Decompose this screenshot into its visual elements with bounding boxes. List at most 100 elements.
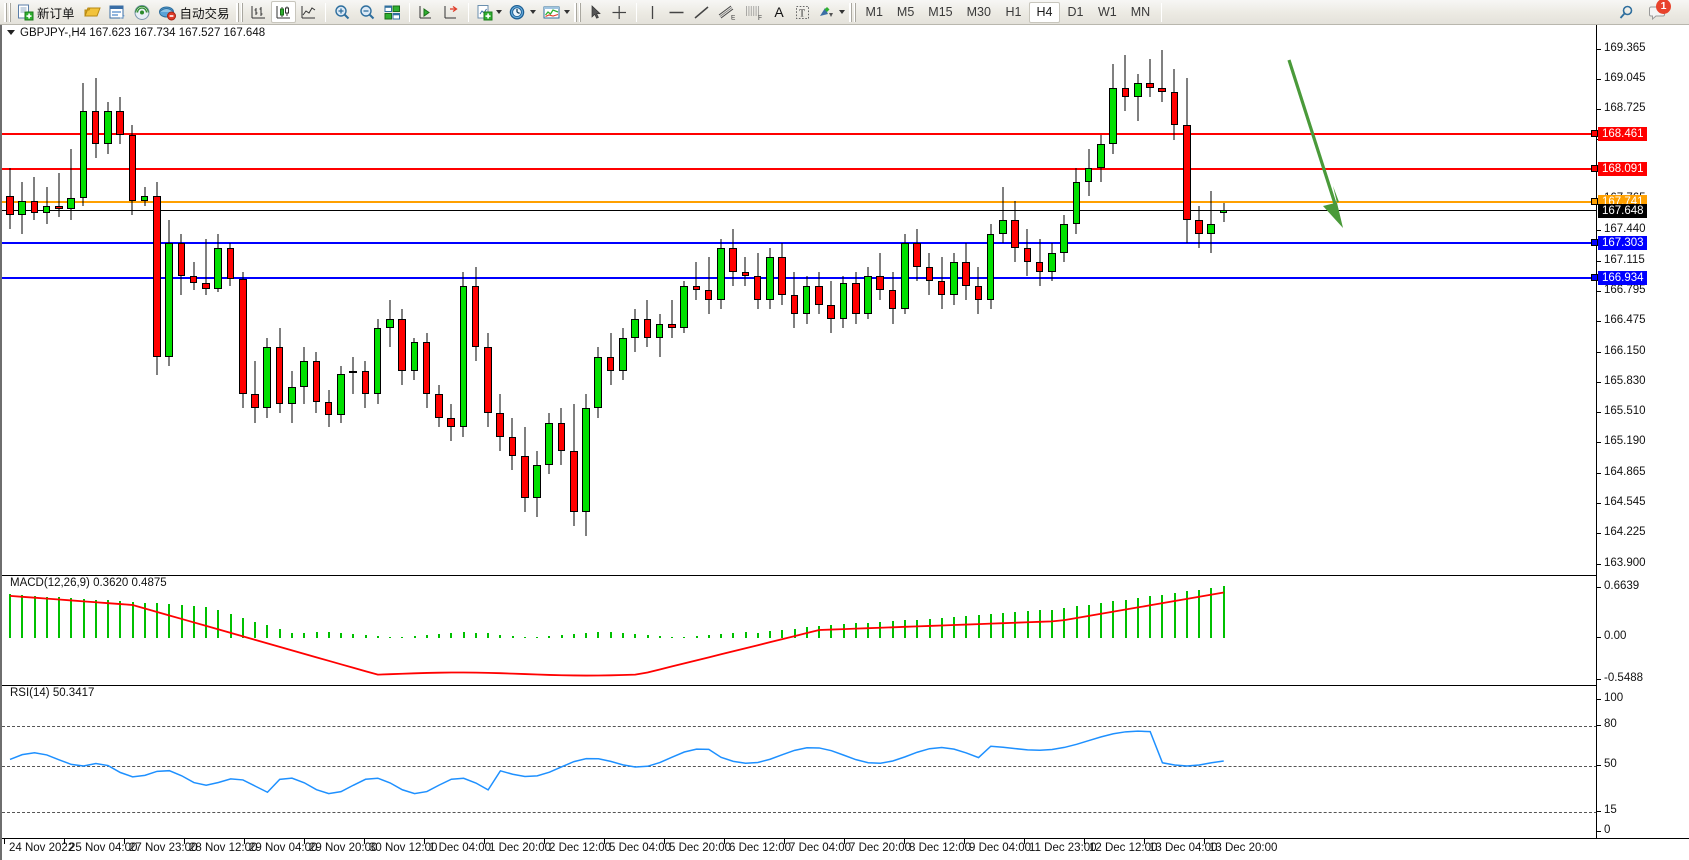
macd-histogram-bar xyxy=(732,632,735,639)
add-indicator-icon xyxy=(477,4,493,20)
candle-body xyxy=(692,285,701,291)
candlestick xyxy=(1035,25,1044,575)
candle-body xyxy=(251,394,259,409)
level-line[interactable] xyxy=(2,200,1597,203)
label-tool[interactable]: T xyxy=(791,1,814,23)
rsi-plot-area[interactable] xyxy=(2,686,1689,838)
trendline-tool[interactable] xyxy=(689,1,714,23)
candle-body xyxy=(913,243,921,267)
macd-histogram-bar xyxy=(21,595,24,639)
level-line[interactable] xyxy=(2,209,1597,211)
candle-body xyxy=(717,248,725,300)
candle-body xyxy=(471,285,480,348)
chart-canvas[interactable]: GBPJPY-,H4 167.623 167.734 167.527 167.6… xyxy=(0,25,1689,860)
templates-dropdown-arrow[interactable] xyxy=(563,10,570,14)
timeframe-h4[interactable]: H4 xyxy=(1028,1,1060,23)
arrows-tool[interactable] xyxy=(814,1,848,23)
zoom-out-icon xyxy=(359,4,374,19)
periods-button[interactable] xyxy=(505,1,539,23)
level-handle[interactable] xyxy=(1591,197,1598,205)
search-button[interactable] xyxy=(1614,1,1639,23)
cursor-tool[interactable] xyxy=(584,1,607,23)
time-axis[interactable]: 24 Nov 2022 25 Nov 04:00 27 Nov 23:00 28 No… xyxy=(2,838,1689,860)
auto-scroll-button[interactable] xyxy=(414,1,439,23)
fibonacci-tool[interactable]: F xyxy=(741,1,768,23)
crosshair-tool[interactable] xyxy=(607,1,632,23)
text-tool[interactable]: A xyxy=(768,1,791,23)
level-handle[interactable] xyxy=(1591,164,1598,172)
toolbar-grip-3[interactable] xyxy=(573,2,581,22)
line-chart-button[interactable] xyxy=(296,1,321,23)
level-handle[interactable] xyxy=(1591,273,1598,281)
candlestick xyxy=(680,25,688,575)
equidistant-channel-tool[interactable]: E xyxy=(714,1,741,23)
trendline-icon xyxy=(694,5,709,19)
candlestick xyxy=(569,25,578,575)
chart-shift-button[interactable] xyxy=(439,1,464,23)
new-order-button[interactable]: 新订单 xyxy=(14,1,80,23)
candle-body xyxy=(962,262,970,286)
price-plot-area[interactable] xyxy=(2,25,1689,575)
tile-windows-button[interactable] xyxy=(380,1,405,23)
timeframe-w1[interactable]: W1 xyxy=(1097,5,1117,19)
zoom-out-button[interactable] xyxy=(355,1,380,23)
vertical-line-tool[interactable] xyxy=(641,1,664,23)
macd-histogram-bar xyxy=(793,628,796,639)
timeframe-m1[interactable]: M1 xyxy=(865,5,883,19)
candle-body xyxy=(1048,252,1056,272)
notifications-button[interactable]: 1 xyxy=(1645,0,1671,23)
time-axis-label: 1 Dec 20:00 xyxy=(489,842,552,854)
time-axis-label: 11 Dec 23:00 xyxy=(1029,842,1097,854)
macd-plot-area[interactable] xyxy=(2,576,1689,685)
timeframe-m5[interactable]: M5 xyxy=(896,5,915,19)
chart-menu-caret-icon[interactable] xyxy=(7,30,15,35)
level-handle[interactable] xyxy=(1591,239,1598,247)
candlestick xyxy=(655,25,664,575)
zoom-in-button[interactable] xyxy=(330,1,355,23)
down-trend-arrow[interactable] xyxy=(1277,50,1417,250)
charts-button[interactable] xyxy=(80,1,105,23)
toolbar-grip-4[interactable] xyxy=(848,2,856,22)
candle-body xyxy=(165,243,173,357)
candlestick xyxy=(312,25,321,575)
level-handle[interactable] xyxy=(1591,129,1598,137)
level-line[interactable] xyxy=(2,167,1597,170)
rsi-pane[interactable]: RSI(14) 50.3417 xyxy=(2,685,1689,838)
templates-button[interactable] xyxy=(539,1,573,23)
toolbar-grip-2[interactable] xyxy=(235,2,243,22)
autotrading-button[interactable]: 自动交易 xyxy=(155,1,235,23)
support-level-1-tag[interactable]: 167.303 xyxy=(1598,236,1647,251)
timeframe-d1[interactable]: D1 xyxy=(1067,5,1084,19)
periods-dropdown-arrow[interactable] xyxy=(529,10,536,14)
level-line[interactable] xyxy=(2,132,1597,135)
macd-histogram-bar xyxy=(903,620,906,639)
data-window-button[interactable] xyxy=(105,1,130,23)
macd-histogram-bar xyxy=(1210,587,1213,639)
price-pane[interactable] xyxy=(2,25,1689,575)
price-scale[interactable]: 169.365169.045168.725168.405168.085167.7… xyxy=(1597,25,1689,838)
candle-body xyxy=(55,205,63,210)
horizontal-line-tool[interactable] xyxy=(664,1,689,23)
toolbar-grip[interactable] xyxy=(4,2,11,22)
current-price-tag[interactable]: 167.648 xyxy=(1598,203,1647,218)
timeframe-mn[interactable]: MN xyxy=(1130,5,1151,19)
arrows-dropdown-arrow[interactable] xyxy=(838,10,845,14)
timeframe-m15[interactable]: M15 xyxy=(928,5,953,19)
level-line[interactable] xyxy=(2,242,1597,245)
data-window-icon xyxy=(109,5,125,18)
macd-pane[interactable]: MACD(12,26,9) 0.3620 0.4875 xyxy=(2,575,1689,685)
timeframe-m30[interactable]: M30 xyxy=(966,5,991,19)
indicators-button[interactable] xyxy=(473,1,505,23)
level-line[interactable] xyxy=(2,276,1597,279)
bar-chart-button[interactable] xyxy=(246,1,271,23)
candle-body xyxy=(459,285,468,428)
market-watch-button[interactable] xyxy=(130,1,155,23)
candlestick xyxy=(398,25,406,575)
timeframe-h1[interactable]: H1 xyxy=(1005,5,1022,19)
candle-wick xyxy=(671,299,673,338)
support-level-2-tag[interactable]: 166.934 xyxy=(1598,270,1647,285)
candlestick-chart-button[interactable] xyxy=(270,1,296,23)
resistance-level-1-tag[interactable]: 168.461 xyxy=(1598,126,1647,141)
resistance-level-2-tag[interactable]: 168.091 xyxy=(1598,161,1647,176)
indicators-dropdown-arrow[interactable] xyxy=(495,10,502,14)
